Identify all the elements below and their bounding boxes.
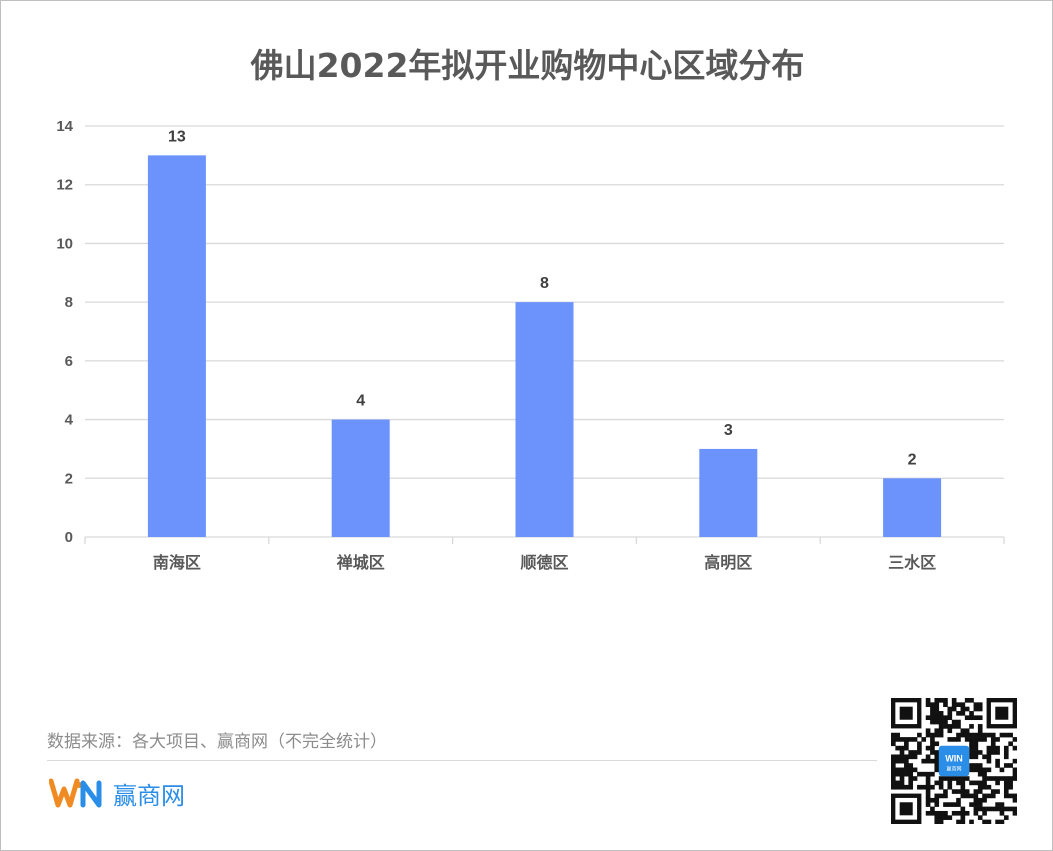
y-tick-label: 8 [65,294,73,311]
y-tick-label: 12 [56,177,73,194]
bar [147,155,206,537]
y-tick-label: 0 [65,529,73,546]
x-category-label: 顺德区 [520,553,568,572]
brand-logo: 赢商网 [49,773,185,813]
x-category-label: 三水区 [888,553,936,572]
chart-title: 佛山2022年拟开业购物中心区域分布 [250,46,805,85]
y-tick-label: 6 [65,353,73,370]
data-label: 13 [168,128,186,145]
x-category-label: 禅城区 [336,553,385,572]
svg-text:赢商网: 赢商网 [946,766,961,773]
data-label: 2 [908,451,917,468]
data-label: 8 [540,275,549,292]
bar [883,478,942,537]
y-tick-label: 4 [65,412,74,429]
data-source-note: 数据来源：各大项目、赢商网（不完全统计） [47,732,387,752]
bar [331,419,390,537]
y-tick-label: 14 [56,118,73,135]
data-label: 3 [724,422,733,439]
bar-chart: 0 2 4 6 8 10 12 14 13 南海区 4 禅城区 8 顺德区 3 高明区 2 三水区 [56,118,1005,572]
x-category-label: 高明区 [704,553,752,572]
y-tick-label: 10 [56,235,73,252]
win-logo-icon [49,778,102,808]
data-label: 4 [356,393,365,410]
svg-text:WIN: WIN [945,753,963,763]
bar [515,302,574,537]
x-category-label: 南海区 [153,553,201,572]
bar [699,448,758,537]
y-tick-label: 2 [65,470,73,487]
brand-name: 赢商网 [113,781,185,810]
qr-code-icon[interactable]: WIN 赢商网 [891,698,1017,824]
footer-divider [47,760,877,761]
